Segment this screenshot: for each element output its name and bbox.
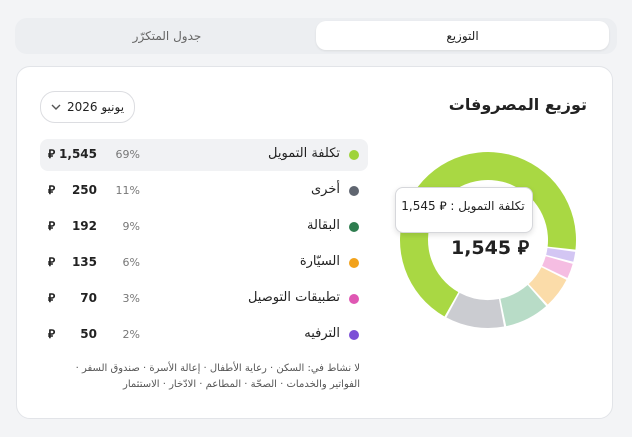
share-label: 3% [122, 292, 140, 305]
currency: ⃁ [48, 327, 56, 341]
card-title: توزيع المصروفات [448, 95, 587, 114]
amount: 135 [71, 255, 97, 269]
note-line: الفواتير والخدمات · الصحّة · المطاعم · ا… [123, 379, 360, 390]
amount: 192 [71, 219, 97, 233]
currency: ⃁ [48, 147, 56, 161]
category-name: أخرى [311, 182, 340, 197]
currency: ⃁ [48, 183, 56, 197]
share-label: 11% [115, 184, 140, 197]
legend-dot [349, 258, 359, 268]
list-row[interactable] [40, 139, 368, 171]
legend-dot [349, 150, 359, 160]
amount: 250 [71, 183, 97, 197]
chevron [51, 104, 61, 110]
amount: 1,545 [59, 147, 97, 161]
share-label: 6% [122, 256, 140, 269]
donut-slice[interactable] [546, 248, 576, 262]
donut-slice[interactable] [542, 256, 573, 278]
legend-dot [349, 330, 359, 340]
month-label: يونيو 2026 [66, 100, 125, 114]
legend-dot [349, 222, 359, 232]
donut-slice[interactable] [446, 292, 505, 328]
category-name: تكلفة التمويل [268, 146, 340, 161]
amount: 70 [80, 291, 97, 305]
tab[interactable]: جدول المتكرّر [132, 28, 202, 43]
share-label: 2% [122, 328, 140, 341]
currency: ⃁ [48, 219, 56, 233]
center-value: ⃁ 1,545 [450, 237, 529, 259]
tab-active[interactable]: التوزيع [316, 21, 609, 50]
amount: 50 [80, 327, 97, 341]
card [16, 66, 613, 419]
category-name: البقالة [307, 218, 340, 233]
currency: ⃁ [48, 255, 56, 269]
donut-slice[interactable] [500, 285, 547, 327]
legend-dot [349, 186, 359, 196]
share-label: 69% [115, 148, 140, 161]
month-select[interactable]: يونيو 2026 [40, 91, 135, 123]
tooltip-text: تكلفة التمويل : ⃁ 1,545 [401, 199, 525, 213]
category-name: الترفيه [304, 326, 340, 341]
legend-dot [349, 294, 359, 304]
category-name: تطبيقات التوصيل [247, 290, 340, 305]
share-label: 9% [122, 220, 140, 233]
category-name: السيّارة [299, 254, 340, 269]
currency: ⃁ [48, 291, 56, 305]
tooltip [395, 187, 533, 233]
note-line: لا نشاط في: السكن · رعاية الأطفال · إعال… [75, 363, 360, 374]
donut-slice[interactable] [528, 267, 567, 305]
